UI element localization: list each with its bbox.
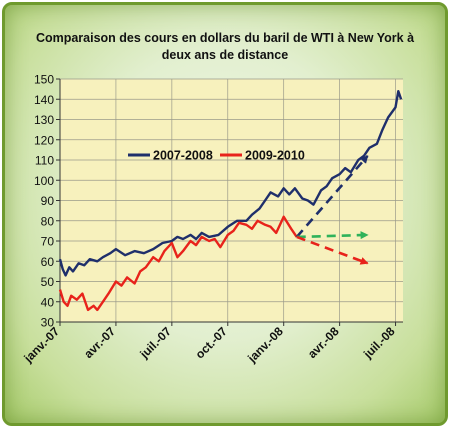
- series-line-2: [58, 215, 298, 312]
- y-tick-label: 70: [41, 235, 55, 249]
- projection-arrow-1: [295, 155, 369, 238]
- y-tick-label: 110: [35, 154, 54, 168]
- legend-label: 2007-2008: [153, 149, 213, 163]
- y-tick-label: 60: [41, 255, 55, 269]
- series-line-1: [58, 89, 403, 277]
- y-tick-label: 150: [34, 73, 54, 87]
- projection-arrow-3: [296, 235, 369, 265]
- legend: 2007-2008 2009-2010: [128, 149, 305, 163]
- chart-title-line-2: deux ans de distance: [161, 48, 289, 62]
- y-tick-label: 90: [41, 194, 55, 208]
- x-axis: janv.-07 avr.-07 juil.-07 oct.-07 janv.-08 av…: [21, 321, 403, 366]
- chart-title-line-1: Comparaison des cours en dollars du bari…: [35, 31, 415, 45]
- x-tick-label: avr.-07: [81, 324, 118, 361]
- y-tick-label: 50: [41, 275, 55, 289]
- y-tick-label: 30: [41, 316, 55, 330]
- legend-label: 2009-2010: [245, 149, 305, 163]
- y-tick-label: 100: [34, 174, 54, 188]
- y-tick-label: 130: [34, 113, 54, 127]
- y-tick-label: 120: [34, 133, 54, 147]
- x-tick-label: janv.-07: [21, 324, 63, 366]
- x-tick-label: juil.-07: [136, 324, 174, 362]
- x-tick-label: avr.-08: [305, 324, 342, 361]
- y-tick-label: 140: [34, 93, 54, 107]
- x-tick-label: oct.-07: [193, 324, 230, 361]
- y-tick-label: 40: [41, 295, 55, 309]
- series-lines: [58, 89, 403, 312]
- projection-arrow-2: [296, 231, 369, 240]
- x-tick-label: juil.-08: [360, 324, 398, 362]
- chart-title: Comparaison des cours en dollars du bari…: [15, 30, 435, 64]
- projection-arrows: [295, 155, 369, 265]
- x-tick-label: janv.-08: [244, 324, 286, 366]
- y-tick-label: 80: [41, 214, 55, 228]
- y-axis: 30 40 50 60 70 80 90 100 110 120 130 140 150: [34, 73, 61, 330]
